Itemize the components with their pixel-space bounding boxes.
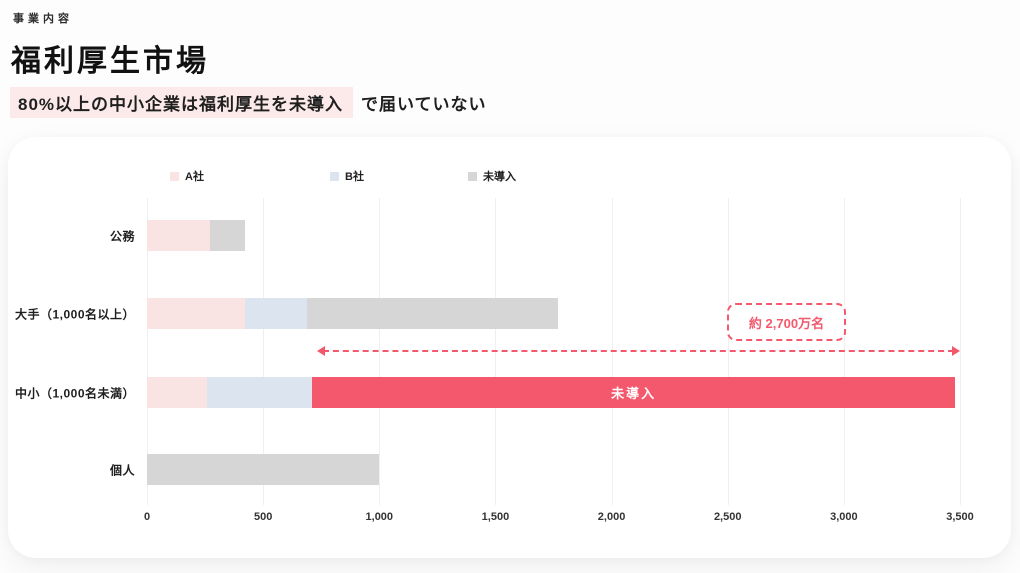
bar-segment [147, 454, 380, 485]
bar-inline-label: 未導入 [611, 386, 657, 401]
x-tick-label: 0 [143, 511, 151, 523]
range-arrow [316, 346, 960, 356]
bar-segment [147, 220, 210, 251]
arrow-dashed-line [322, 350, 954, 352]
gridline [960, 198, 961, 505]
category-label: 個人 [109, 463, 135, 477]
legend-swatch-icon [330, 171, 339, 181]
x-tick-label: 2,000 [597, 511, 626, 523]
legend-item: A社 [170, 168, 204, 184]
subtitle: 80%以上の中小企業は福利厚生を未導入 で届いていない [10, 87, 487, 118]
x-tick-label: 3,500 [946, 511, 974, 523]
bar-segment [147, 298, 245, 329]
bar-row [147, 220, 245, 251]
legend-label: 未導入 [483, 171, 516, 183]
x-tick-label: 1,500 [481, 511, 510, 523]
legend-swatch-icon [170, 171, 179, 181]
bar-row [147, 454, 380, 485]
subtitle-highlight: 80%以上の中小企業は福利厚生を未導入 [10, 87, 354, 118]
bar-segment: 未導入 [311, 377, 956, 408]
legend-label: A社 [185, 171, 204, 183]
legend-item: B社 [330, 168, 364, 184]
category-label: 大手（1,000名以上） [14, 307, 135, 321]
chart-card: A社 B社 未導入 0 500 1,000 1,500 2,000 2,500 3,000 3,5… [8, 137, 1011, 558]
bar-segment [209, 220, 245, 251]
bar-segment [207, 377, 312, 408]
bar-segment [244, 298, 308, 329]
gridline [147, 198, 148, 505]
arrow-head-left-icon [316, 346, 325, 356]
category-label: 中小（1,000名未満） [14, 386, 135, 400]
bar-segment [147, 377, 208, 408]
legend-label: B社 [345, 171, 364, 183]
x-tick-label: 500 [253, 511, 273, 523]
x-tick-label: 2,500 [713, 511, 742, 523]
gridline [263, 198, 265, 505]
x-tick-label: 3,000 [830, 511, 858, 523]
annotation-box: 約 2,700万名 [727, 303, 846, 341]
category-label: 公務 [109, 229, 135, 243]
bar-row [147, 298, 559, 329]
legend-swatch-icon [468, 171, 477, 181]
section-eyebrow: 事業内容 [13, 13, 73, 25]
bar-segment [307, 298, 559, 329]
legend-item: 未導入 [468, 168, 516, 184]
bar-row: 未導入 [147, 377, 956, 408]
subtitle-rest: で届いていない [361, 95, 487, 114]
x-tick-label: 1,000 [365, 511, 394, 523]
page-title: 福利厚生市場 [11, 45, 209, 78]
arrow-head-right-icon [951, 346, 960, 356]
